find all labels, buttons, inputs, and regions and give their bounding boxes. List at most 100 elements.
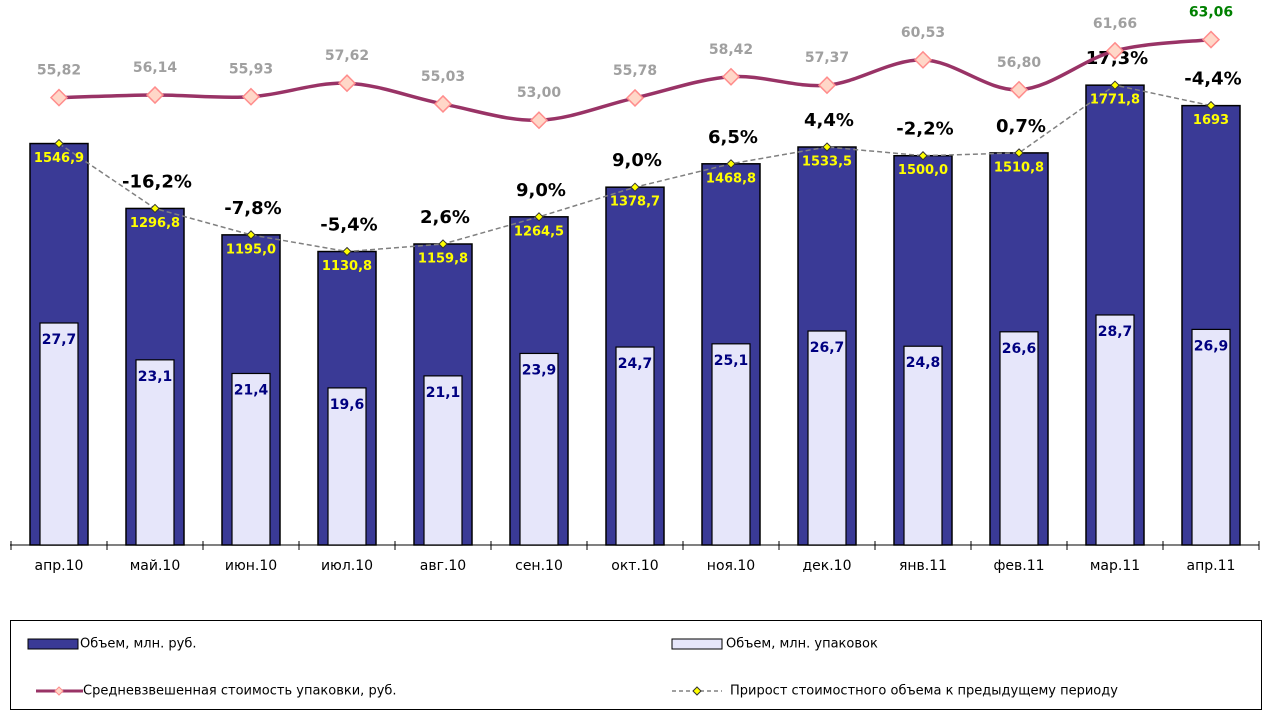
legend-swatch: [692, 686, 702, 696]
avg-cost-label: 56,14: [133, 60, 178, 76]
avg-cost-marker: [1105, 41, 1125, 60]
x-tick-label: янв.11: [899, 558, 947, 574]
bar-label: 24,7: [618, 356, 653, 372]
growth-marker: [1014, 148, 1024, 158]
avg-cost-label: 53,00: [517, 85, 562, 101]
growth-marker: [150, 203, 160, 214]
bar-label: 28,7: [1098, 324, 1133, 340]
bar-label: 1195,0: [226, 242, 276, 257]
growth-marker: [1110, 80, 1120, 90]
growth-label: -16,2%: [122, 171, 192, 192]
bar: [711, 343, 751, 546]
bar: [1191, 328, 1231, 546]
bar: [1095, 314, 1135, 546]
avg-cost-label: 57,37: [805, 50, 849, 66]
bar-label: 1771,8: [1090, 93, 1140, 108]
bar: [615, 346, 655, 546]
growth-marker: [54, 138, 64, 149]
avg-cost-label: 55,93: [229, 62, 273, 78]
bar-label: 1693: [1193, 113, 1229, 128]
growth-marker: [534, 212, 544, 222]
growth-marker: [246, 230, 256, 240]
growth-label: 2,6%: [420, 207, 470, 228]
x-tick-label: дек.10: [802, 558, 851, 574]
avg-cost-label: 60,53: [901, 25, 945, 41]
bar-label: 21,4: [234, 382, 269, 398]
avg-cost-marker: [913, 50, 933, 69]
avg-cost-marker: [1201, 30, 1221, 49]
bar-label: 1500,0: [898, 163, 948, 178]
bar: [903, 345, 943, 546]
bar: [519, 352, 559, 546]
legend-swatch: [671, 638, 723, 650]
bar-label: 1533,5: [802, 155, 852, 170]
legend-swatch: [27, 638, 79, 650]
legend-label: Прирост стоимостного объема к предыдущем…: [730, 684, 1118, 699]
x-tick-label: ноя.10: [707, 558, 755, 574]
avg-cost-marker: [817, 76, 837, 95]
growth-marker: [918, 151, 928, 161]
avg-cost-label: 63,06: [1189, 5, 1233, 21]
growth-label: -5,4%: [320, 215, 377, 236]
x-tick-label: июл.10: [321, 558, 373, 574]
avg-cost-label: 56,80: [997, 55, 1042, 71]
growth-marker: [822, 142, 832, 152]
bar-label: 24,8: [906, 355, 941, 371]
bar: [807, 330, 847, 546]
growth-marker: [438, 239, 448, 249]
legend-swatch: [54, 686, 64, 696]
growth-label: 4,4%: [804, 110, 854, 131]
bar: [231, 372, 271, 546]
growth-label: -2,2%: [896, 119, 953, 140]
bar-label: 19,6: [330, 397, 365, 413]
bar-label: 1159,8: [418, 252, 468, 267]
avg-cost-label: 61,66: [1093, 16, 1137, 32]
avg-cost-marker: [721, 67, 741, 86]
bar-label: 1468,8: [706, 171, 756, 186]
legend-label: Объем, млн. упаковок: [726, 637, 878, 652]
x-tick-label: мар.11: [1090, 558, 1140, 574]
avg-cost-marker: [49, 88, 69, 107]
x-tick-label: фев.11: [993, 558, 1044, 574]
avg-cost-marker: [1009, 80, 1029, 99]
growth-label: 6,5%: [708, 127, 758, 148]
legend-box: [10, 620, 1262, 710]
x-tick-label: июн.10: [225, 558, 277, 574]
x-tick-label: апр.10: [35, 558, 84, 574]
legend-label: Объем, млн. руб.: [80, 637, 196, 652]
avg-cost-marker: [529, 111, 549, 130]
growth-label: 9,0%: [612, 150, 662, 171]
bar-label: 1546,9: [34, 151, 84, 166]
growth-label: 0,7%: [996, 116, 1046, 137]
x-tick-label: май.10: [130, 558, 181, 574]
bar: [999, 331, 1039, 546]
avg-cost-line: [58, 37, 1212, 122]
bar-label: 1296,8: [130, 216, 180, 231]
bar-label: 26,9: [1194, 338, 1229, 354]
growth-marker: [726, 159, 736, 169]
avg-cost-marker: [433, 94, 453, 114]
x-tick-label: сен.10: [515, 558, 563, 574]
bar-label: 26,7: [810, 340, 845, 356]
avg-cost-label: 55,78: [613, 63, 657, 79]
bar-label: 1264,5: [514, 224, 564, 239]
avg-cost-label: 58,42: [709, 42, 753, 58]
legend-label: Средневзвешенная стоимость упаковки, руб…: [83, 684, 397, 699]
bar-label: 27,7: [42, 332, 77, 348]
growth-label: -4,4%: [1184, 69, 1241, 90]
bar-label: 1378,7: [610, 195, 660, 210]
bar-label: 1510,8: [994, 160, 1044, 175]
bar-label: 1130,8: [322, 259, 372, 274]
bar: [39, 322, 79, 546]
avg-cost-marker: [241, 87, 261, 106]
bar-label: 26,6: [1002, 341, 1037, 357]
avg-cost-marker: [145, 85, 165, 105]
growth-marker: [342, 246, 352, 257]
growth-label: 17,3%: [1086, 48, 1148, 69]
x-tick-label: апр.11: [1187, 558, 1236, 574]
avg-cost-marker: [337, 74, 357, 93]
bar-label: 23,1: [138, 369, 173, 385]
avg-cost-label: 55,82: [37, 63, 81, 79]
bar: [135, 359, 175, 546]
